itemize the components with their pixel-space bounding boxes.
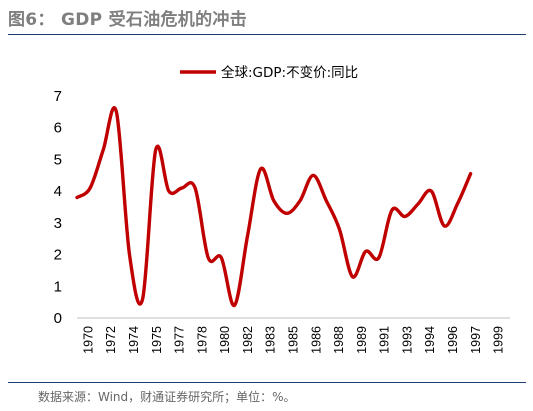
x-tick-label: 1988 bbox=[332, 326, 346, 354]
x-tick-label: 1999 bbox=[492, 326, 506, 354]
y-tick-label: 4 bbox=[54, 183, 62, 200]
x-tick-label: 1996 bbox=[446, 326, 460, 354]
x-tick-label: 1975 bbox=[150, 326, 164, 354]
x-tick-label: 1974 bbox=[127, 326, 141, 354]
y-tick-label: 5 bbox=[54, 151, 62, 168]
y-axis-ticks: 0 1 2 3 4 5 6 7 bbox=[54, 88, 62, 327]
x-tick-label: 1982 bbox=[241, 326, 255, 354]
y-tick-label: 3 bbox=[54, 215, 62, 232]
y-tick-label: 0 bbox=[54, 310, 62, 327]
y-tick-label: 7 bbox=[54, 88, 62, 105]
x-tick-label: 1972 bbox=[104, 326, 118, 354]
source-rule bbox=[8, 382, 526, 383]
legend: 全球:GDP:不变价:同比 bbox=[180, 64, 358, 81]
x-tick-label: 1980 bbox=[218, 326, 232, 354]
x-tick-label: 1985 bbox=[287, 326, 301, 354]
x-axis-ticks: 1970 1972 1974 1975 1977 1978 1980 1982 1983 1985… bbox=[81, 326, 505, 354]
x-tick-label: 1986 bbox=[309, 326, 323, 354]
x-tick-label: 1993 bbox=[400, 326, 414, 354]
x-tick-label: 1983 bbox=[264, 326, 278, 354]
figure-title: 图6： GDP 受石油危机的冲击 bbox=[8, 10, 247, 30]
y-tick-label: 1 bbox=[54, 278, 62, 295]
y-tick-label: 6 bbox=[54, 120, 62, 137]
x-tick-label: 1991 bbox=[378, 326, 392, 354]
x-tick-label: 1970 bbox=[81, 326, 95, 354]
y-tick-label: 2 bbox=[54, 247, 62, 264]
x-tick-label: 1978 bbox=[195, 326, 209, 354]
series-line bbox=[75, 106, 473, 308]
title-rule bbox=[8, 34, 526, 35]
x-tick-label: 1994 bbox=[423, 326, 437, 354]
source-note: 数据来源：Wind，财通证券研究所；单位：%。 bbox=[38, 390, 296, 404]
x-tick-label: 1989 bbox=[355, 326, 369, 354]
x-tick-label: 1977 bbox=[173, 326, 187, 354]
legend-label: 全球:GDP:不变价:同比 bbox=[221, 64, 358, 81]
x-tick-label: 1997 bbox=[469, 326, 483, 354]
